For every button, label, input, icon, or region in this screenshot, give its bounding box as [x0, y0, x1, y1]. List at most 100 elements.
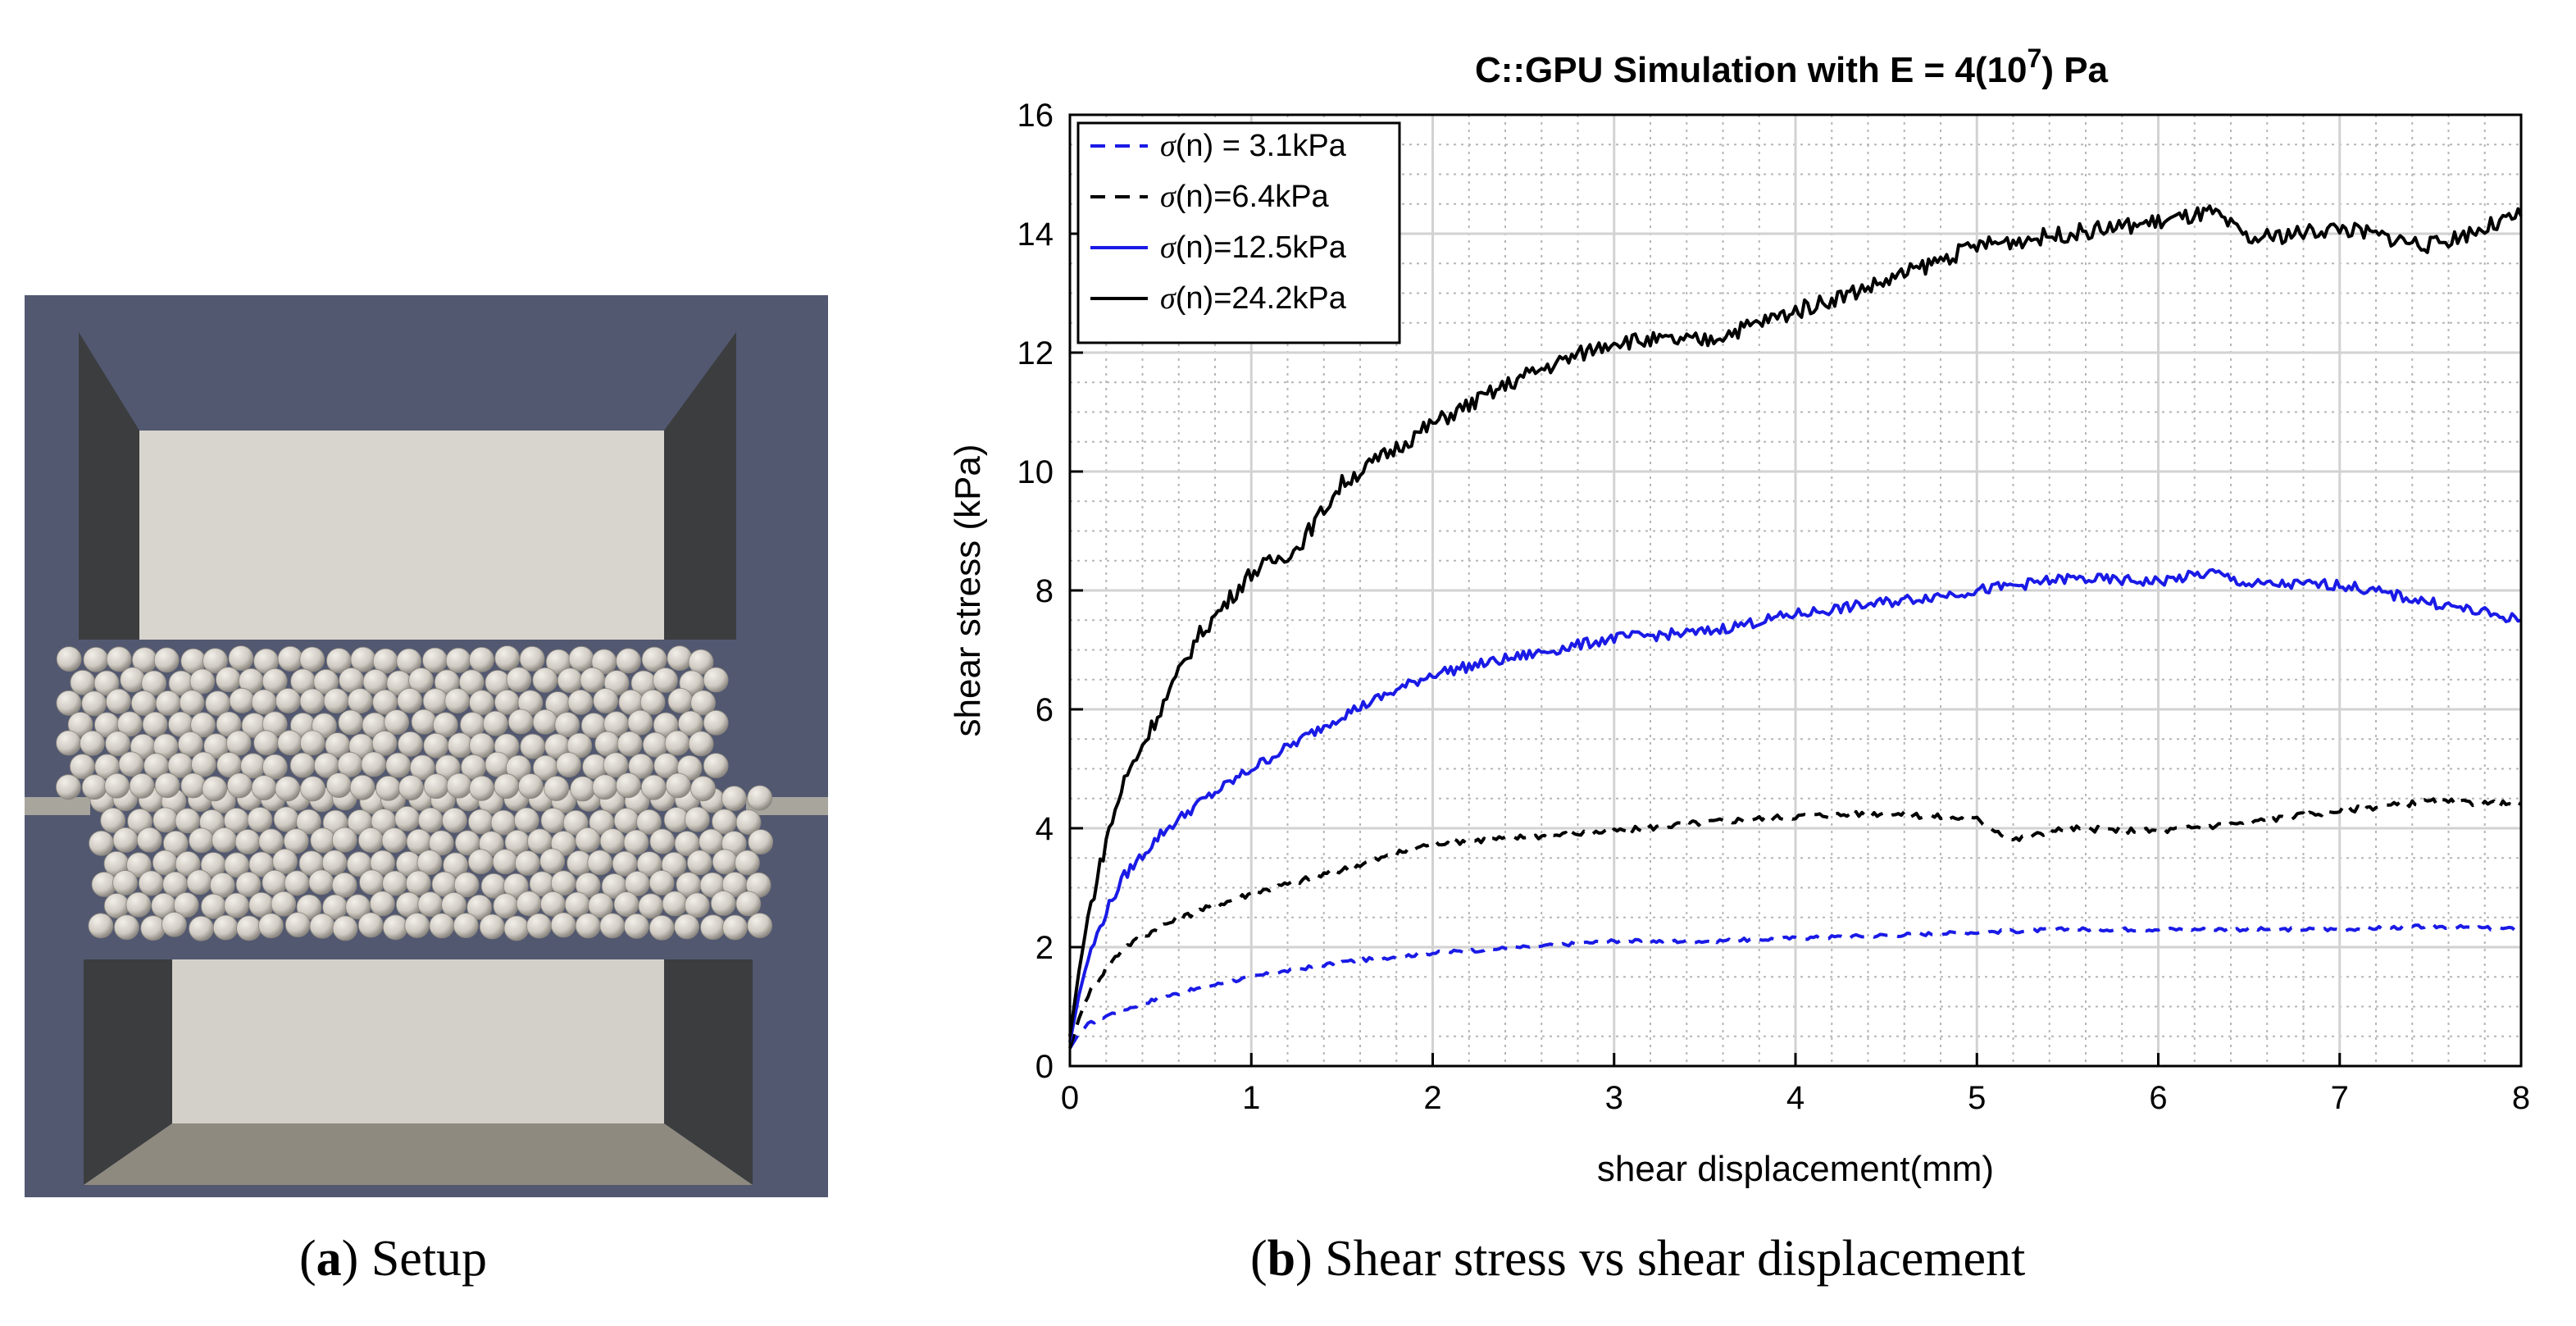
particle — [494, 773, 520, 800]
particle — [56, 646, 82, 672]
y-tick-label: 6 — [1035, 692, 1054, 728]
particle — [189, 827, 214, 854]
particle — [665, 772, 691, 799]
particle — [100, 808, 126, 833]
particle — [189, 915, 214, 941]
particle — [299, 730, 325, 756]
chart-title-end: ) Pa — [2041, 50, 2108, 90]
particle — [105, 731, 130, 757]
setup-illustration — [25, 295, 828, 1197]
particle — [81, 774, 107, 800]
series-line-4 — [1068, 204, 2523, 1037]
particle — [384, 709, 410, 735]
particle — [526, 913, 552, 939]
particle — [361, 751, 387, 777]
particle — [575, 827, 601, 853]
particle — [617, 731, 643, 757]
particle — [173, 892, 199, 918]
particle — [299, 688, 325, 714]
particle — [518, 773, 544, 799]
particle — [152, 850, 178, 876]
caption-b-text: Shear stress vs shear displacement — [1312, 1231, 2026, 1287]
particle — [623, 829, 649, 855]
particle — [506, 667, 532, 693]
y-axis-label: shear stress (kPa) — [948, 444, 988, 737]
particle — [641, 646, 667, 672]
particle — [515, 850, 540, 876]
particle — [638, 893, 664, 919]
particle — [539, 848, 566, 874]
particle — [125, 891, 152, 918]
particle — [161, 911, 187, 937]
particle — [540, 808, 567, 833]
x-tick-label: 8 — [2512, 1080, 2530, 1116]
y-tick-label: 14 — [1017, 216, 1054, 253]
particle — [398, 731, 423, 757]
particle — [299, 646, 325, 672]
particle — [520, 733, 546, 759]
y-tick-label: 8 — [1035, 573, 1054, 609]
x-tick-label: 2 — [1423, 1080, 1441, 1116]
particle — [667, 687, 694, 713]
particle — [140, 915, 166, 941]
lower-box-back-plate — [172, 959, 664, 1123]
particle — [141, 670, 167, 696]
particle — [567, 732, 593, 759]
particle — [469, 775, 494, 801]
particle — [722, 914, 748, 941]
legend-label-text: (n)=12.5kPa — [1176, 230, 1347, 265]
particle — [347, 688, 373, 714]
particle — [446, 772, 472, 799]
particle — [142, 711, 168, 737]
particle — [479, 914, 505, 940]
particle — [129, 772, 155, 799]
particle — [435, 754, 461, 781]
particle — [442, 807, 467, 833]
particle — [225, 730, 252, 756]
legend-sigma: σ — [1160, 180, 1176, 214]
particle — [323, 688, 349, 714]
particle — [514, 807, 539, 833]
particle — [404, 913, 430, 938]
particle — [331, 827, 357, 853]
particle — [289, 752, 316, 778]
particle — [721, 786, 747, 811]
particle — [423, 732, 449, 759]
particle — [130, 690, 157, 716]
particle — [331, 872, 357, 898]
particle — [234, 829, 261, 854]
legend-items: σ(n) = 3.1kPaσ(n)=6.4kPaσ(n)=12.5kPaσ(n)… — [1090, 129, 1347, 316]
particle — [684, 892, 710, 918]
upper-box-right-wall — [664, 332, 736, 640]
particle — [417, 807, 444, 833]
particle — [575, 913, 601, 939]
particle — [106, 646, 132, 672]
particle — [112, 870, 138, 895]
particle — [88, 913, 114, 939]
particle — [262, 754, 288, 780]
particle — [56, 690, 82, 716]
particle — [236, 915, 262, 941]
particle — [667, 645, 693, 672]
particle — [309, 913, 335, 939]
particle — [703, 709, 729, 736]
particle — [688, 731, 714, 757]
particle — [469, 690, 494, 716]
particle — [443, 852, 468, 878]
particle — [661, 852, 687, 877]
particle — [162, 830, 189, 856]
particle — [444, 688, 471, 714]
particle — [532, 709, 558, 735]
lower-box-right-wall — [664, 959, 753, 1185]
particle — [106, 688, 131, 714]
particle — [180, 772, 207, 799]
y-tick-label: 2 — [1035, 930, 1054, 966]
particle — [332, 915, 358, 941]
particle — [258, 913, 284, 939]
particle — [408, 668, 435, 694]
particle — [310, 827, 336, 854]
particle — [690, 776, 716, 802]
particle — [405, 870, 431, 896]
particle — [616, 772, 641, 799]
particle — [229, 687, 255, 713]
